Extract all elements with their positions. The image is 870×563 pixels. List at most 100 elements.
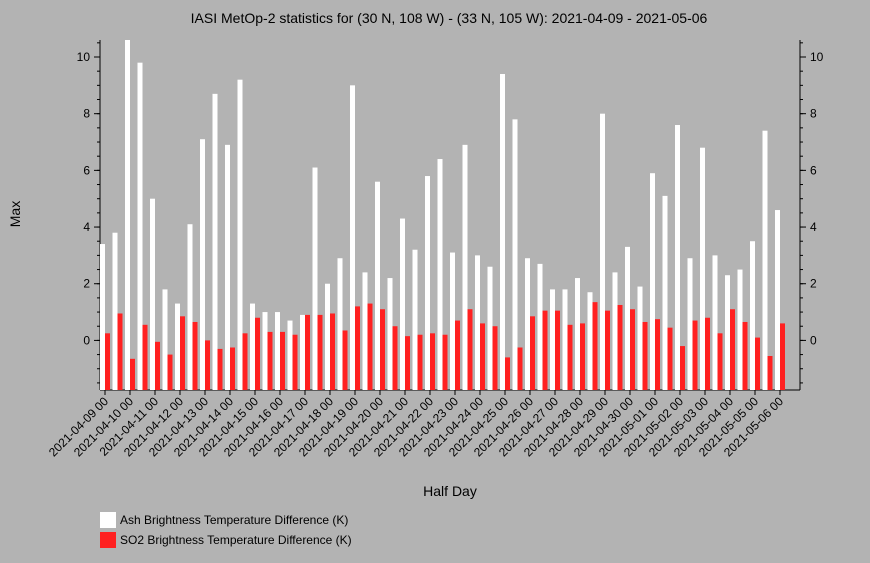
bar-ash — [137, 62, 143, 391]
bar-so2 — [780, 323, 785, 390]
bar-ash — [475, 255, 480, 390]
bar-ash — [412, 249, 418, 390]
bar-so2 — [542, 310, 548, 390]
bar-so2 — [155, 341, 160, 390]
bar-so2 — [380, 309, 385, 390]
y-tick-label-right: 2 — [810, 277, 817, 291]
y-tick-label-right: 8 — [810, 107, 817, 121]
bar-ash — [175, 303, 180, 390]
bar-so2 — [755, 337, 760, 390]
bar-so2 — [655, 319, 660, 390]
bar-ash — [737, 269, 743, 390]
bar-so2 — [417, 334, 423, 390]
bar-ash — [762, 130, 768, 390]
bar-ash — [162, 289, 168, 390]
bar-ash — [275, 312, 280, 390]
legend-item-ash: Ash Brightness Temperature Difference (K… — [100, 512, 348, 528]
bar-so2 — [555, 310, 560, 390]
y-tick-label-right: 10 — [810, 50, 824, 64]
bar-ash — [325, 283, 330, 390]
bar-ash — [512, 119, 518, 390]
bar-so2 — [705, 317, 710, 390]
bar-ash — [262, 312, 268, 390]
bar-so2 — [367, 303, 373, 390]
bar-so2 — [430, 333, 435, 390]
bar-ash — [537, 263, 543, 390]
bar-so2 — [480, 323, 485, 390]
bar-so2 — [280, 331, 285, 390]
bar-ash — [450, 252, 455, 390]
bar-ash — [150, 198, 155, 390]
bar-ash — [625, 246, 630, 390]
bar-so2 — [680, 346, 685, 390]
bar-so2 — [330, 313, 335, 390]
bar-ash — [575, 278, 580, 390]
bar-ash — [425, 176, 430, 390]
y-tick-label-right: 0 — [810, 333, 817, 347]
bar-ash — [600, 113, 605, 391]
bar-ash — [712, 255, 718, 390]
bar-so2 — [180, 316, 185, 390]
bar-so2 — [167, 354, 173, 390]
bar-ash — [125, 40, 130, 390]
y-tick-label-left: 4 — [83, 220, 90, 234]
chart-title: IASI MetOp-2 statistics for (30 N, 108 W… — [191, 10, 708, 26]
legend-label-ash: Ash Brightness Temperature Difference (K… — [120, 513, 349, 527]
bar-so2 — [192, 321, 198, 390]
bar-so2 — [630, 309, 635, 390]
bar-so2 — [255, 317, 260, 390]
bar-ash — [350, 85, 355, 391]
bar-ash — [362, 272, 368, 390]
bar-ash — [487, 266, 493, 390]
bar-so2 — [405, 336, 410, 390]
bar-so2 — [717, 333, 723, 390]
legend-label-so2: SO2 Brightness Temperature Difference (K… — [120, 533, 352, 547]
bar-ash — [225, 144, 230, 390]
bar-so2 — [267, 331, 273, 390]
bar-so2 — [205, 340, 210, 390]
y-tick-label-left: 2 — [83, 277, 90, 291]
bar-so2 — [292, 334, 298, 390]
bar-so2 — [517, 347, 523, 390]
bar-so2 — [242, 333, 248, 390]
bar-ash — [387, 278, 393, 390]
legend-swatch-ash — [100, 512, 116, 528]
bar-so2 — [130, 358, 135, 390]
y-tick-label-right: 6 — [810, 163, 817, 177]
bar-so2 — [392, 326, 398, 390]
bar-ash — [675, 125, 680, 391]
bar-ash — [287, 320, 293, 390]
bar-so2 — [742, 321, 748, 390]
bar-ash — [587, 292, 593, 390]
bar-ash — [337, 258, 343, 390]
bar-ash — [637, 286, 643, 390]
bar-ash — [100, 244, 105, 390]
bar-so2 — [455, 320, 460, 390]
bar-so2 — [605, 310, 610, 390]
bar-so2 — [317, 314, 323, 390]
bar-ash — [212, 93, 218, 390]
bar-ash — [612, 272, 618, 390]
bar-so2 — [667, 327, 673, 390]
bar-so2 — [355, 306, 360, 390]
y-tick-label-left: 6 — [83, 163, 90, 177]
y-axis-label: Max — [7, 201, 23, 227]
bar-so2 — [442, 334, 448, 390]
bar-so2 — [567, 324, 573, 390]
x-axis-label: Half Day — [423, 483, 477, 499]
y-tick-label-right: 4 — [810, 220, 817, 234]
legend-item-so2: SO2 Brightness Temperature Difference (K… — [100, 532, 352, 548]
bar-so2 — [642, 321, 648, 390]
bar-ash — [237, 79, 243, 390]
bar-ash — [562, 289, 568, 390]
bar-so2 — [217, 348, 223, 390]
bar-ash — [187, 224, 193, 390]
bar-so2 — [105, 333, 110, 390]
bar-so2 — [730, 309, 735, 390]
bar-so2 — [467, 309, 473, 390]
bar-so2 — [580, 323, 585, 390]
bar-ash — [650, 173, 655, 390]
bar-so2 — [592, 302, 598, 390]
